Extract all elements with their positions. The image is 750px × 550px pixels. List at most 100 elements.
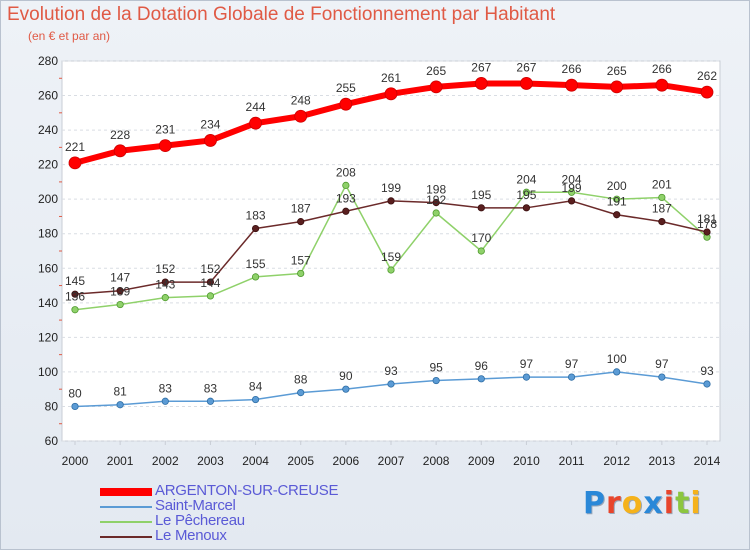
legend-swatch <box>100 521 152 523</box>
y-tick-label: 200 <box>38 192 58 206</box>
data-point <box>71 290 79 298</box>
data-point <box>116 300 124 309</box>
legend-swatch <box>100 488 152 496</box>
data-label: 139 <box>110 285 130 299</box>
y-axis: 60 80 100 120 140 160 180 200 220 240 260 280 <box>38 54 58 448</box>
data-point <box>387 266 395 274</box>
data-point <box>161 397 169 405</box>
data-label: 266 <box>562 62 582 76</box>
x-tick-label: 2013 <box>649 454 676 468</box>
data-point <box>432 376 440 385</box>
x-tick-label: 2010 <box>513 454 540 468</box>
data-point <box>477 204 485 212</box>
data-point <box>567 188 576 196</box>
legend-label: Le Pêchereau <box>155 512 245 529</box>
data-label: 234 <box>200 117 220 131</box>
legend-swatch <box>100 536 152 538</box>
data-label: 97 <box>655 357 669 371</box>
data-point <box>477 247 485 255</box>
legend-label: Le Menoux <box>155 527 227 544</box>
data-label: 262 <box>697 69 717 83</box>
logo-letter: r <box>606 486 622 521</box>
data-label: 145 <box>65 274 85 288</box>
data-label: 204 <box>516 172 536 186</box>
data-label: 187 <box>652 202 672 216</box>
data-label: 100 <box>607 352 627 366</box>
data-point <box>477 375 485 383</box>
data-point <box>71 402 79 411</box>
y-tick-label: 80 <box>45 399 59 413</box>
data-label: 88 <box>294 373 308 387</box>
data-label: 96 <box>475 359 489 373</box>
data-label: 157 <box>291 253 311 267</box>
data-point <box>297 218 305 226</box>
data-point <box>206 397 215 405</box>
data-point <box>658 193 666 202</box>
data-labels: 221 228 231 234 244 248 255 261 265 267 267 266 265 2… <box>65 60 717 400</box>
data-label: 152 <box>155 262 175 276</box>
data-label: 97 <box>520 357 534 371</box>
data-point <box>251 224 260 233</box>
data-point <box>565 78 578 92</box>
legend-swatch <box>100 506 152 508</box>
series-layer <box>68 77 714 411</box>
data-point <box>294 109 308 123</box>
data-point <box>432 199 440 207</box>
data-point <box>204 134 217 147</box>
data-label: 267 <box>516 60 536 74</box>
data-point <box>116 401 124 409</box>
data-label: 267 <box>471 60 491 74</box>
data-point <box>249 116 262 130</box>
logo-letter: i <box>690 486 702 521</box>
data-label: 261 <box>381 71 401 85</box>
x-tick-label: 2011 <box>559 454 585 468</box>
data-label: 208 <box>336 165 356 179</box>
data-label: 144 <box>200 276 220 290</box>
x-tick-label: 2007 <box>378 454 405 468</box>
data-label: 228 <box>110 128 130 142</box>
data-point <box>658 373 666 381</box>
data-point <box>522 204 531 212</box>
data-label: 198 <box>426 183 446 197</box>
proxiti-logo: Proxiti <box>583 486 702 521</box>
data-point <box>703 228 711 236</box>
data-label: 147 <box>110 271 130 285</box>
data-point <box>613 195 621 203</box>
data-label: 143 <box>155 278 175 292</box>
logo-letter: o <box>621 486 644 521</box>
data-point <box>158 139 172 153</box>
plot-area <box>61 60 721 442</box>
logo-letter: x <box>643 486 664 521</box>
y-tick-label: 120 <box>38 330 58 344</box>
x-tick-label: 2006 <box>333 454 360 468</box>
data-point <box>700 85 714 99</box>
data-point <box>297 269 305 278</box>
data-label: 201 <box>652 177 672 191</box>
data-label: 195 <box>471 188 491 202</box>
legend-label: Saint-Marcel <box>155 497 236 514</box>
x-tick-label: 2008 <box>423 454 450 468</box>
y-tick-label: 160 <box>38 261 58 275</box>
data-point <box>161 278 169 286</box>
data-point <box>474 77 488 90</box>
data-label: 93 <box>384 364 398 378</box>
data-point <box>567 197 576 205</box>
chart-subtitle: (en € et par an) <box>28 29 111 43</box>
y-tick-label: 240 <box>38 123 58 137</box>
x-tick-label: 2009 <box>468 454 495 468</box>
data-label: 83 <box>204 381 218 395</box>
data-label: 200 <box>607 179 627 193</box>
data-label: 136 <box>65 290 85 304</box>
logo-letter: t <box>675 486 691 521</box>
data-point <box>342 207 350 215</box>
data-point <box>71 306 79 314</box>
data-point <box>522 188 531 196</box>
data-point <box>520 77 533 90</box>
data-label: 155 <box>246 257 266 271</box>
data-point <box>655 78 669 92</box>
logo-letter: P <box>583 486 606 521</box>
x-tick-label: 2001 <box>107 454 134 468</box>
data-point <box>161 294 169 302</box>
data-label: 187 <box>291 202 311 216</box>
